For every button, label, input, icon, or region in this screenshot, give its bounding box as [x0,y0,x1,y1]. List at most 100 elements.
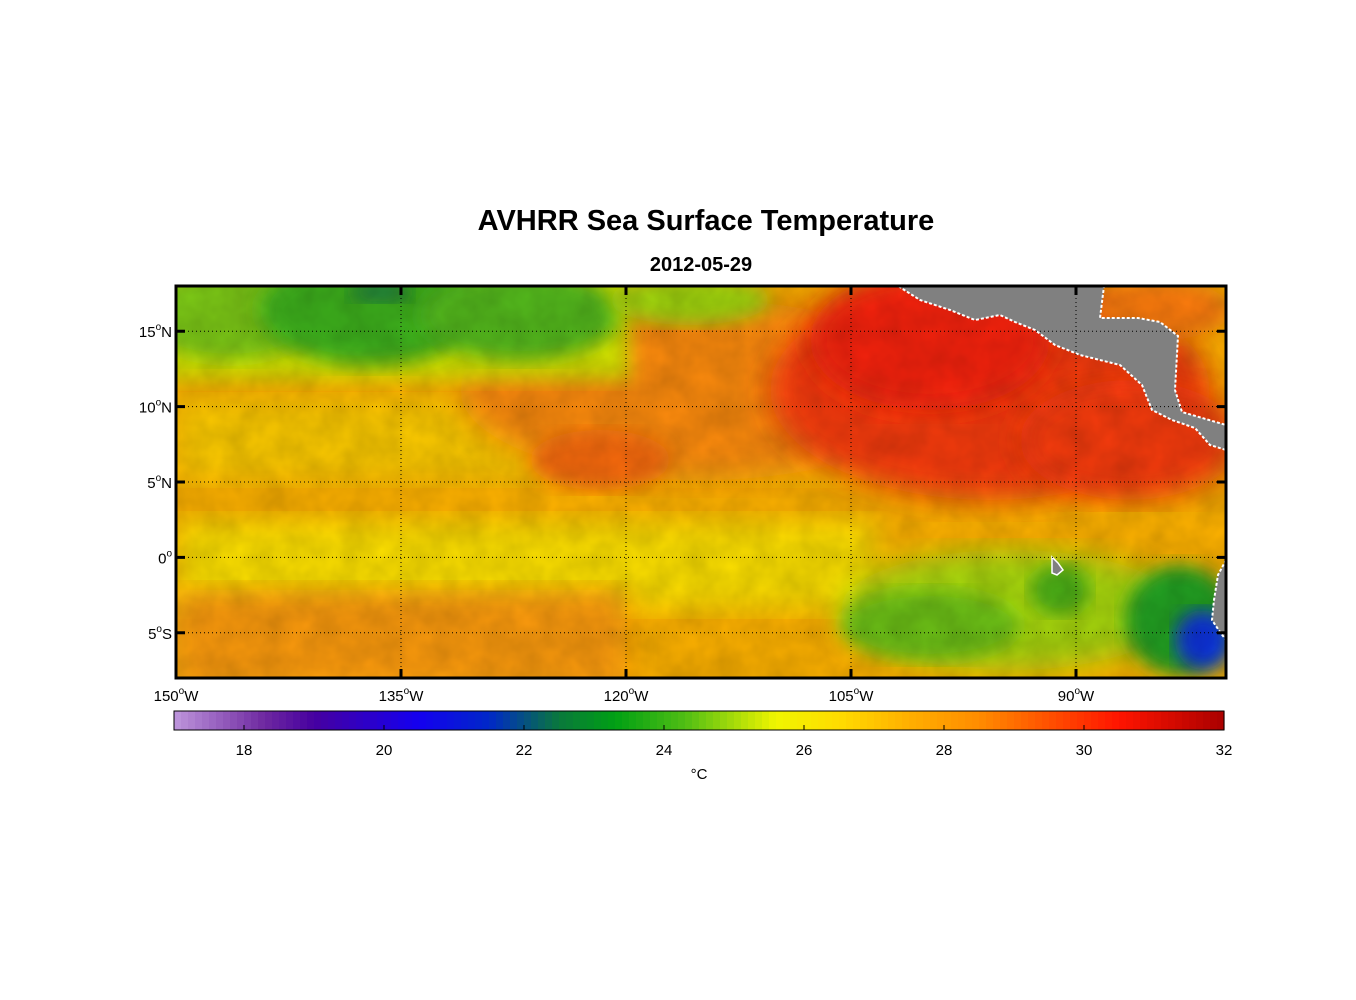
colorbar-swatch [461,711,469,730]
lon-label: 90oW [1058,686,1095,705]
colorbar-swatch [1056,711,1064,730]
lat-label: 5oN [147,473,172,492]
colorbar-swatch [370,711,378,730]
colorbar-swatch [601,711,609,730]
colorbar-swatch [223,711,231,730]
colorbar-swatch [251,711,259,730]
colorbar-swatch [958,711,966,730]
colorbar-swatch [1133,711,1141,730]
colorbar-tick-label: 30 [1076,742,1093,759]
colorbar-swatch [405,711,413,730]
colorbar-swatch [874,711,882,730]
colorbar-tick-label: 24 [656,742,673,759]
colorbar-swatch [755,711,763,730]
colorbar-swatch [265,711,273,730]
colorbar-swatch [748,711,756,730]
colorbar-unit: °C [691,766,708,783]
colorbar-swatch [790,711,798,730]
colorbar-swatch [951,711,959,730]
colorbar-swatch [202,711,210,730]
colorbar-swatch [1196,711,1204,730]
colorbar-swatch [1021,711,1029,730]
map-ticks [174,286,1226,678]
colorbar-swatch [944,711,952,730]
colorbar-swatch [685,711,693,730]
colorbar-swatch [419,711,427,730]
colorbar-swatch [363,711,371,730]
colorbar-swatch [1014,711,1022,730]
colorbar-swatch [909,711,917,730]
colorbar-swatch [811,711,819,730]
colorbar-swatch [629,711,637,730]
lon-labels: 150oW 135oW 120oW 105oW 90oW [154,686,1095,705]
colorbar-swatch [1203,711,1211,730]
colorbar-swatch [559,711,567,730]
colorbar-swatch [1126,711,1134,730]
colorbar-swatch [552,711,560,730]
colorbar-swatch [503,711,511,730]
lat-labels: 15oN 10oN 5oN 0o 5oS [139,322,173,643]
colorbar-swatch [482,711,490,730]
colorbar-swatch [573,711,581,730]
colorbar-swatch [566,711,574,730]
colorbar-swatch [1168,711,1176,730]
colorbar-swatch [524,711,532,730]
colorbar-swatch [839,711,847,730]
colorbar-swatch [895,711,903,730]
colorbar-swatch [1161,711,1169,730]
lat-label: 0o [158,548,172,567]
colorbar-swatch [314,711,322,730]
colorbar-swatch [335,711,343,730]
colorbar-swatch [650,711,658,730]
colorbar-ticks: 18 20 22 24 26 28 30 32 [236,725,1232,759]
lat-label: 15oN [139,322,172,341]
colorbar-swatch [594,711,602,730]
land-central-america [896,286,1226,452]
colorbar-swatch [671,711,679,730]
colorbar-swatch [741,711,749,730]
colorbar-swatch [1105,711,1113,730]
colorbar-swatch [412,711,420,730]
colorbar-swatch [1049,711,1057,730]
colorbar-swatch [328,711,336,730]
colorbar-swatch [622,711,630,730]
colorbar-swatch [692,711,700,730]
colorbar [174,711,1225,730]
colorbar-swatch [853,711,861,730]
colorbar-swatch [1084,711,1092,730]
colorbar-swatch [300,711,308,730]
lon-label: 135oW [379,686,425,705]
colorbar-swatch [783,711,791,730]
colorbar-swatch [727,711,735,730]
colorbar-swatch [867,711,875,730]
colorbar-swatch [489,711,497,730]
colorbar-swatch [538,711,546,730]
colorbar-swatch [258,711,266,730]
colorbar-swatch [447,711,455,730]
colorbar-swatch [195,711,203,730]
colorbar-swatch [664,711,672,730]
colorbar-swatch [293,711,301,730]
map-date: 2012-05-29 [649,254,753,276]
colorbar-swatch [356,711,364,730]
colorbar-swatch [804,711,812,730]
colorbar-swatch [1007,711,1015,730]
colorbar-swatch [209,711,217,730]
colorbar-swatch [216,711,224,730]
colorbar-swatch [825,711,833,730]
colorbar-swatch [174,711,182,730]
colorbar-swatch [510,711,518,730]
colorbar-swatch [454,711,462,730]
colorbar-swatch [349,711,357,730]
colorbar-swatch [713,711,721,730]
colorbar-swatch [391,711,399,730]
colorbar-swatch [279,711,287,730]
colorbar-swatch [776,711,784,730]
colorbar-swatch [1210,711,1218,730]
colorbar-swatch [377,711,385,730]
colorbar-swatch [860,711,868,730]
colorbar-swatch [545,711,553,730]
colorbar-swatch [426,711,434,730]
colorbar-swatch [1182,711,1190,730]
